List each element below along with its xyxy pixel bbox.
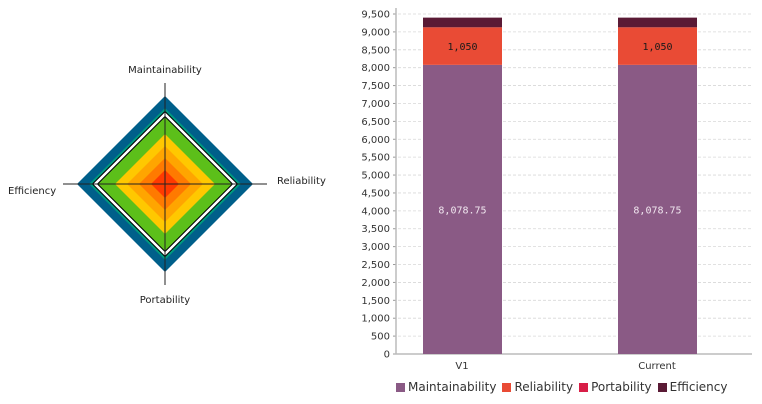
bar-segment-maintainability[interactable] [423,64,502,355]
data-label: 8,078.75 [633,205,681,216]
y-tick-label: 1,000 [361,314,390,325]
x-label-v1: V1 [455,361,468,372]
y-tick-label: 9,500 [361,10,390,21]
y-tick-label: 2,500 [361,260,390,271]
legend-label: Efficiency [669,380,728,394]
legend-label: Reliability [514,380,574,394]
legend-item-efficiency[interactable]: Efficiency [657,380,728,394]
y-tick-label: 5,500 [361,153,390,164]
legend-label: Portability [591,380,652,394]
bar-segment-reliability[interactable] [423,27,502,65]
data-label: 1,050 [447,42,477,53]
y-tick-label: 3,000 [361,242,390,253]
y-tick-label: 3,500 [361,224,390,235]
y-tick-label: 0 [384,350,390,361]
radar-label-portability: Portability [140,295,191,306]
radar-label-efficiency: Efficiency [8,186,56,197]
data-label: 8,078.75 [438,205,486,216]
legend-swatch [579,382,589,392]
legend-item-reliability[interactable]: Reliability [502,380,573,394]
bar-segment-efficiency[interactable] [423,17,502,28]
legend-item-portability[interactable]: Portability [579,380,652,394]
bar-segment-maintainability[interactable] [618,64,697,355]
y-tick-label: 6,000 [361,135,390,146]
legend: Maintainability Reliability Portability … [396,380,736,394]
legend-swatch [657,382,667,392]
legend-swatch [502,382,512,392]
y-tick-label: 2,000 [361,278,390,289]
y-tick-label: 4,500 [361,188,390,199]
y-tick-label: 5,000 [361,171,390,182]
y-tick-label: 1,500 [361,296,390,307]
data-label: 1,050 [642,42,672,53]
legend-swatch [396,382,405,392]
radar-label-reliability: Reliability [277,176,326,187]
y-tick-label: 8,500 [361,45,390,56]
x-label-current: Current [638,361,676,372]
radar-chart: Maintainability Reliability Portability … [8,65,326,306]
y-tick-label: 6,500 [361,117,390,128]
y-tick-label: 4,000 [361,206,390,217]
legend-label: Maintainability [408,380,497,394]
stacked-bar-chart: 0 500 1,000 1,500 2,000 2,500 3,000 3,500 4,000 4… [361,8,752,372]
y-tick-label: 500 [371,332,390,343]
radar-label-maintainability: Maintainability [128,65,202,76]
y-tick-label: 7,500 [361,81,390,92]
bar-segment-efficiency[interactable] [618,17,697,28]
legend-item-maintainability[interactable]: Maintainability [396,380,496,394]
y-tick-label: 9,000 [361,27,390,38]
bar-segment-reliability[interactable] [618,27,697,65]
y-tick-label: 8,000 [361,63,390,74]
y-tick-label: 7,000 [361,99,390,110]
